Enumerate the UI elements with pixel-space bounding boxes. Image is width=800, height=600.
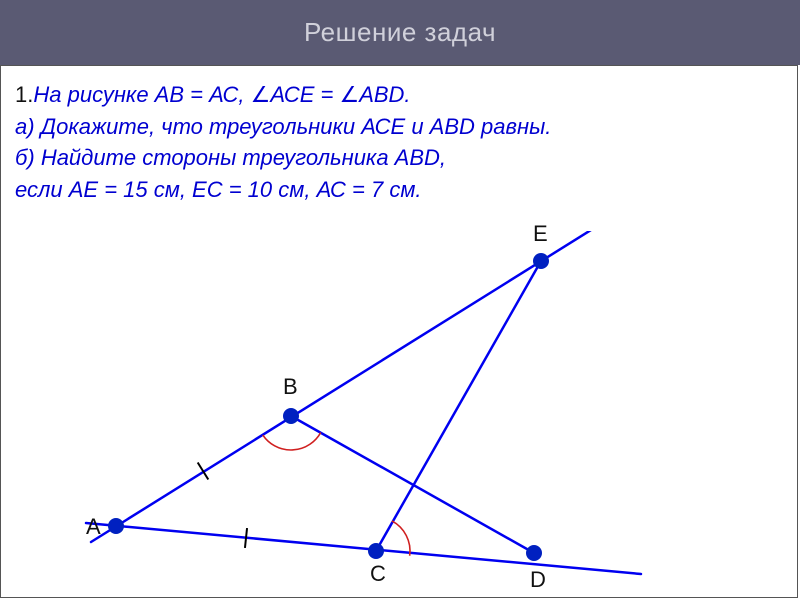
diagram-line: [91, 231, 599, 542]
problem-line-2: а) Докажите, что треугольники АСЕ и АВD …: [15, 112, 781, 142]
point-label-C: С: [370, 561, 386, 587]
point-C: [368, 543, 384, 559]
point-label-A: А: [86, 514, 101, 540]
angle-icon: ∠: [251, 82, 271, 107]
problem-number: 1.: [15, 82, 33, 107]
equal-tick: [245, 528, 247, 548]
point-A: [108, 518, 124, 534]
diagram-line: [86, 523, 641, 574]
problem-line-4: если АЕ = 15 см, ЕС = 10 см, АС = 7 см.: [15, 175, 781, 205]
diagram-line: [376, 261, 541, 551]
angle-arc: [263, 432, 321, 450]
point-E: [533, 253, 549, 269]
problem-line-3: б) Найдите стороны треугольника АВD,: [15, 143, 781, 173]
slide-header: Решение задач: [0, 0, 800, 65]
diagram-angle-arcs: [263, 432, 410, 555]
point-label-E: Е: [533, 221, 548, 247]
point-label-D: D: [530, 567, 546, 593]
geometry-diagram: [1, 231, 799, 599]
diagram-lines: [86, 231, 641, 574]
angle-icon: ∠: [339, 82, 359, 107]
diagram-points: [108, 253, 549, 561]
line1-part-c: АВD.: [359, 82, 410, 107]
slide-title: Решение задач: [304, 17, 496, 48]
problem-text: 1.На рисунке АВ = АС, ∠АСЕ = ∠АВD. а) До…: [1, 66, 797, 215]
problem-line-1: 1.На рисунке АВ = АС, ∠АСЕ = ∠АВD.: [15, 80, 781, 110]
slide-body: 1.На рисунке АВ = АС, ∠АСЕ = ∠АВD. а) До…: [0, 65, 798, 598]
line1-part-b: АСЕ =: [270, 82, 339, 107]
point-D: [526, 545, 542, 561]
point-B: [283, 408, 299, 424]
line1-part-a: На рисунке АВ = АС,: [33, 82, 250, 107]
point-label-B: В: [283, 374, 298, 400]
